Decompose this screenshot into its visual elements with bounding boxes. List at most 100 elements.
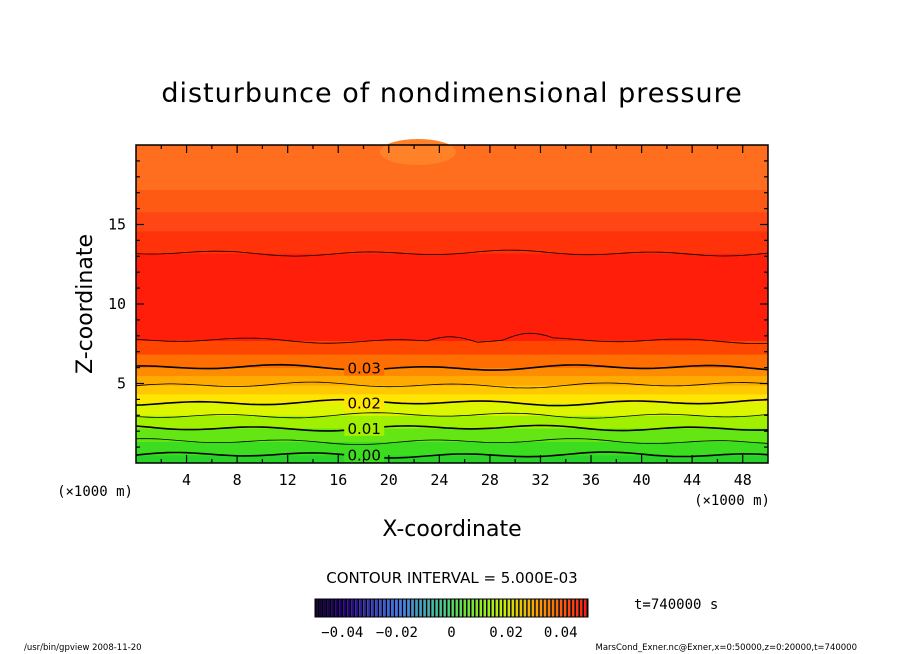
colorbar-stripe xyxy=(387,599,390,617)
x-tick-label: 20 xyxy=(380,471,398,489)
colorbar-tick-label: 0.04 xyxy=(544,625,578,641)
colorbar-gap xyxy=(409,599,412,617)
colorbar-stripe xyxy=(459,599,462,617)
color-band xyxy=(136,340,768,355)
colorbar-stripe xyxy=(575,599,579,617)
color-bands xyxy=(136,145,768,464)
colorbar-gap xyxy=(321,599,324,617)
colorbar-stripe xyxy=(479,599,483,617)
y-tick-label: 15 xyxy=(108,216,126,234)
colorbar-frame xyxy=(314,598,589,618)
colorbar-stripe xyxy=(431,599,434,617)
colorbar-stripe xyxy=(527,599,531,617)
colorbar-gap xyxy=(357,599,360,617)
colorbar-gap xyxy=(377,599,380,617)
colorbar-gap xyxy=(341,599,344,617)
colorbar-gap xyxy=(574,599,576,617)
colorbar-stripe xyxy=(571,599,575,617)
chart-title: disturbunce of nondimensional pressure xyxy=(161,78,742,109)
x-tick-label: 28 xyxy=(481,471,499,489)
colorbar-gap xyxy=(530,599,532,617)
colorbar-gap xyxy=(514,599,516,617)
colorbar-gap xyxy=(425,599,428,617)
footer-right: MarsCond_Exner.nc@Exner,x=0:50000,z=0:20… xyxy=(595,643,857,653)
colorbar-stripe xyxy=(551,599,555,617)
colorbar-gap xyxy=(538,599,540,617)
colorbar-gap xyxy=(490,599,492,617)
colorbar-gap xyxy=(562,599,564,617)
colorbar-gap xyxy=(558,599,560,617)
colorbar-gap xyxy=(510,599,512,617)
color-band xyxy=(136,375,768,386)
x-tick-label: 24 xyxy=(430,471,448,489)
colorbar-stripe xyxy=(519,599,523,617)
colorbar-stripe xyxy=(535,599,539,617)
contour-line xyxy=(135,332,769,345)
contour-lines xyxy=(135,249,769,459)
colorbar-stripe xyxy=(383,599,386,617)
colorbar-stripe xyxy=(439,599,442,617)
colorbar-stripe xyxy=(523,599,527,617)
colorbar-stripe xyxy=(499,599,503,617)
colorbar-gap xyxy=(417,599,420,617)
colorbar-stripe xyxy=(455,599,458,617)
colorbar-stripe xyxy=(379,599,382,617)
colorbar-stripe xyxy=(483,599,487,617)
colorbar-tick-label: 0.02 xyxy=(489,625,523,641)
y-axis-label: Z-coordinate xyxy=(73,234,98,374)
colorbar-gap xyxy=(477,599,480,617)
footer-left: /usr/bin/gpview 2008-11-20 xyxy=(24,643,142,653)
colorbar-stripe xyxy=(475,599,478,617)
axis-ticks xyxy=(136,145,768,463)
color-band xyxy=(136,428,768,443)
colorbar-gap xyxy=(486,599,488,617)
contour-label-bg xyxy=(344,394,385,411)
colorbar-stripe xyxy=(515,599,519,617)
colorbar-stripe xyxy=(319,599,322,617)
colorbar-gap xyxy=(498,599,500,617)
color-band xyxy=(136,367,768,377)
colorbar-gap xyxy=(401,599,404,617)
plot-area: 0.03 0.02 0.01 0.00 xyxy=(135,139,769,464)
color-band xyxy=(136,385,768,395)
colorbar-gap xyxy=(469,599,472,617)
x-axis-label: X-coordinate xyxy=(382,517,521,542)
colorbar-stripe xyxy=(487,599,491,617)
colorbar-gap xyxy=(526,599,528,617)
contour-label: 0.02 xyxy=(347,395,380,413)
top-warm-patch xyxy=(380,139,456,165)
colorbar-gap xyxy=(441,599,444,617)
colorbar-tick-label: 0 xyxy=(447,625,455,641)
colorbar-gap xyxy=(373,599,376,617)
time-label: t=740000 s xyxy=(634,597,718,613)
x-tick-label: 44 xyxy=(683,471,701,489)
colorbar-gap xyxy=(550,599,552,617)
color-band xyxy=(136,189,768,213)
colorbar-stripe xyxy=(427,599,430,617)
contour-interval: CONTOUR INTERVAL = 5.000E-03 xyxy=(326,569,577,587)
x-tick-label: 16 xyxy=(329,471,347,489)
colorbar-gap xyxy=(325,599,328,617)
contour-line xyxy=(135,249,769,257)
contour-line xyxy=(135,363,769,371)
colorbar-stripe xyxy=(395,599,398,617)
colorbar-gap xyxy=(433,599,436,617)
colorbar-gap xyxy=(586,599,588,617)
contour-labels: 0.03 0.02 0.01 0.00 xyxy=(344,359,385,464)
contour-line xyxy=(135,438,769,446)
colorbar-gap xyxy=(381,599,384,617)
colorbar-stripe xyxy=(567,599,571,617)
colorbar-stripe xyxy=(411,599,414,617)
colorbar-stripe xyxy=(579,599,583,617)
contour-label: 0.03 xyxy=(347,360,380,378)
colorbar-gap xyxy=(369,599,372,617)
color-band xyxy=(136,211,768,232)
colorbar-stripe xyxy=(511,599,515,617)
colorbar-stripe xyxy=(407,599,410,617)
y-tick-label: 10 xyxy=(108,295,126,313)
contour-line xyxy=(135,412,769,419)
colorbar-stripe xyxy=(547,599,551,617)
contour-label-bg xyxy=(344,446,385,463)
colorbar-stripe xyxy=(335,599,338,617)
